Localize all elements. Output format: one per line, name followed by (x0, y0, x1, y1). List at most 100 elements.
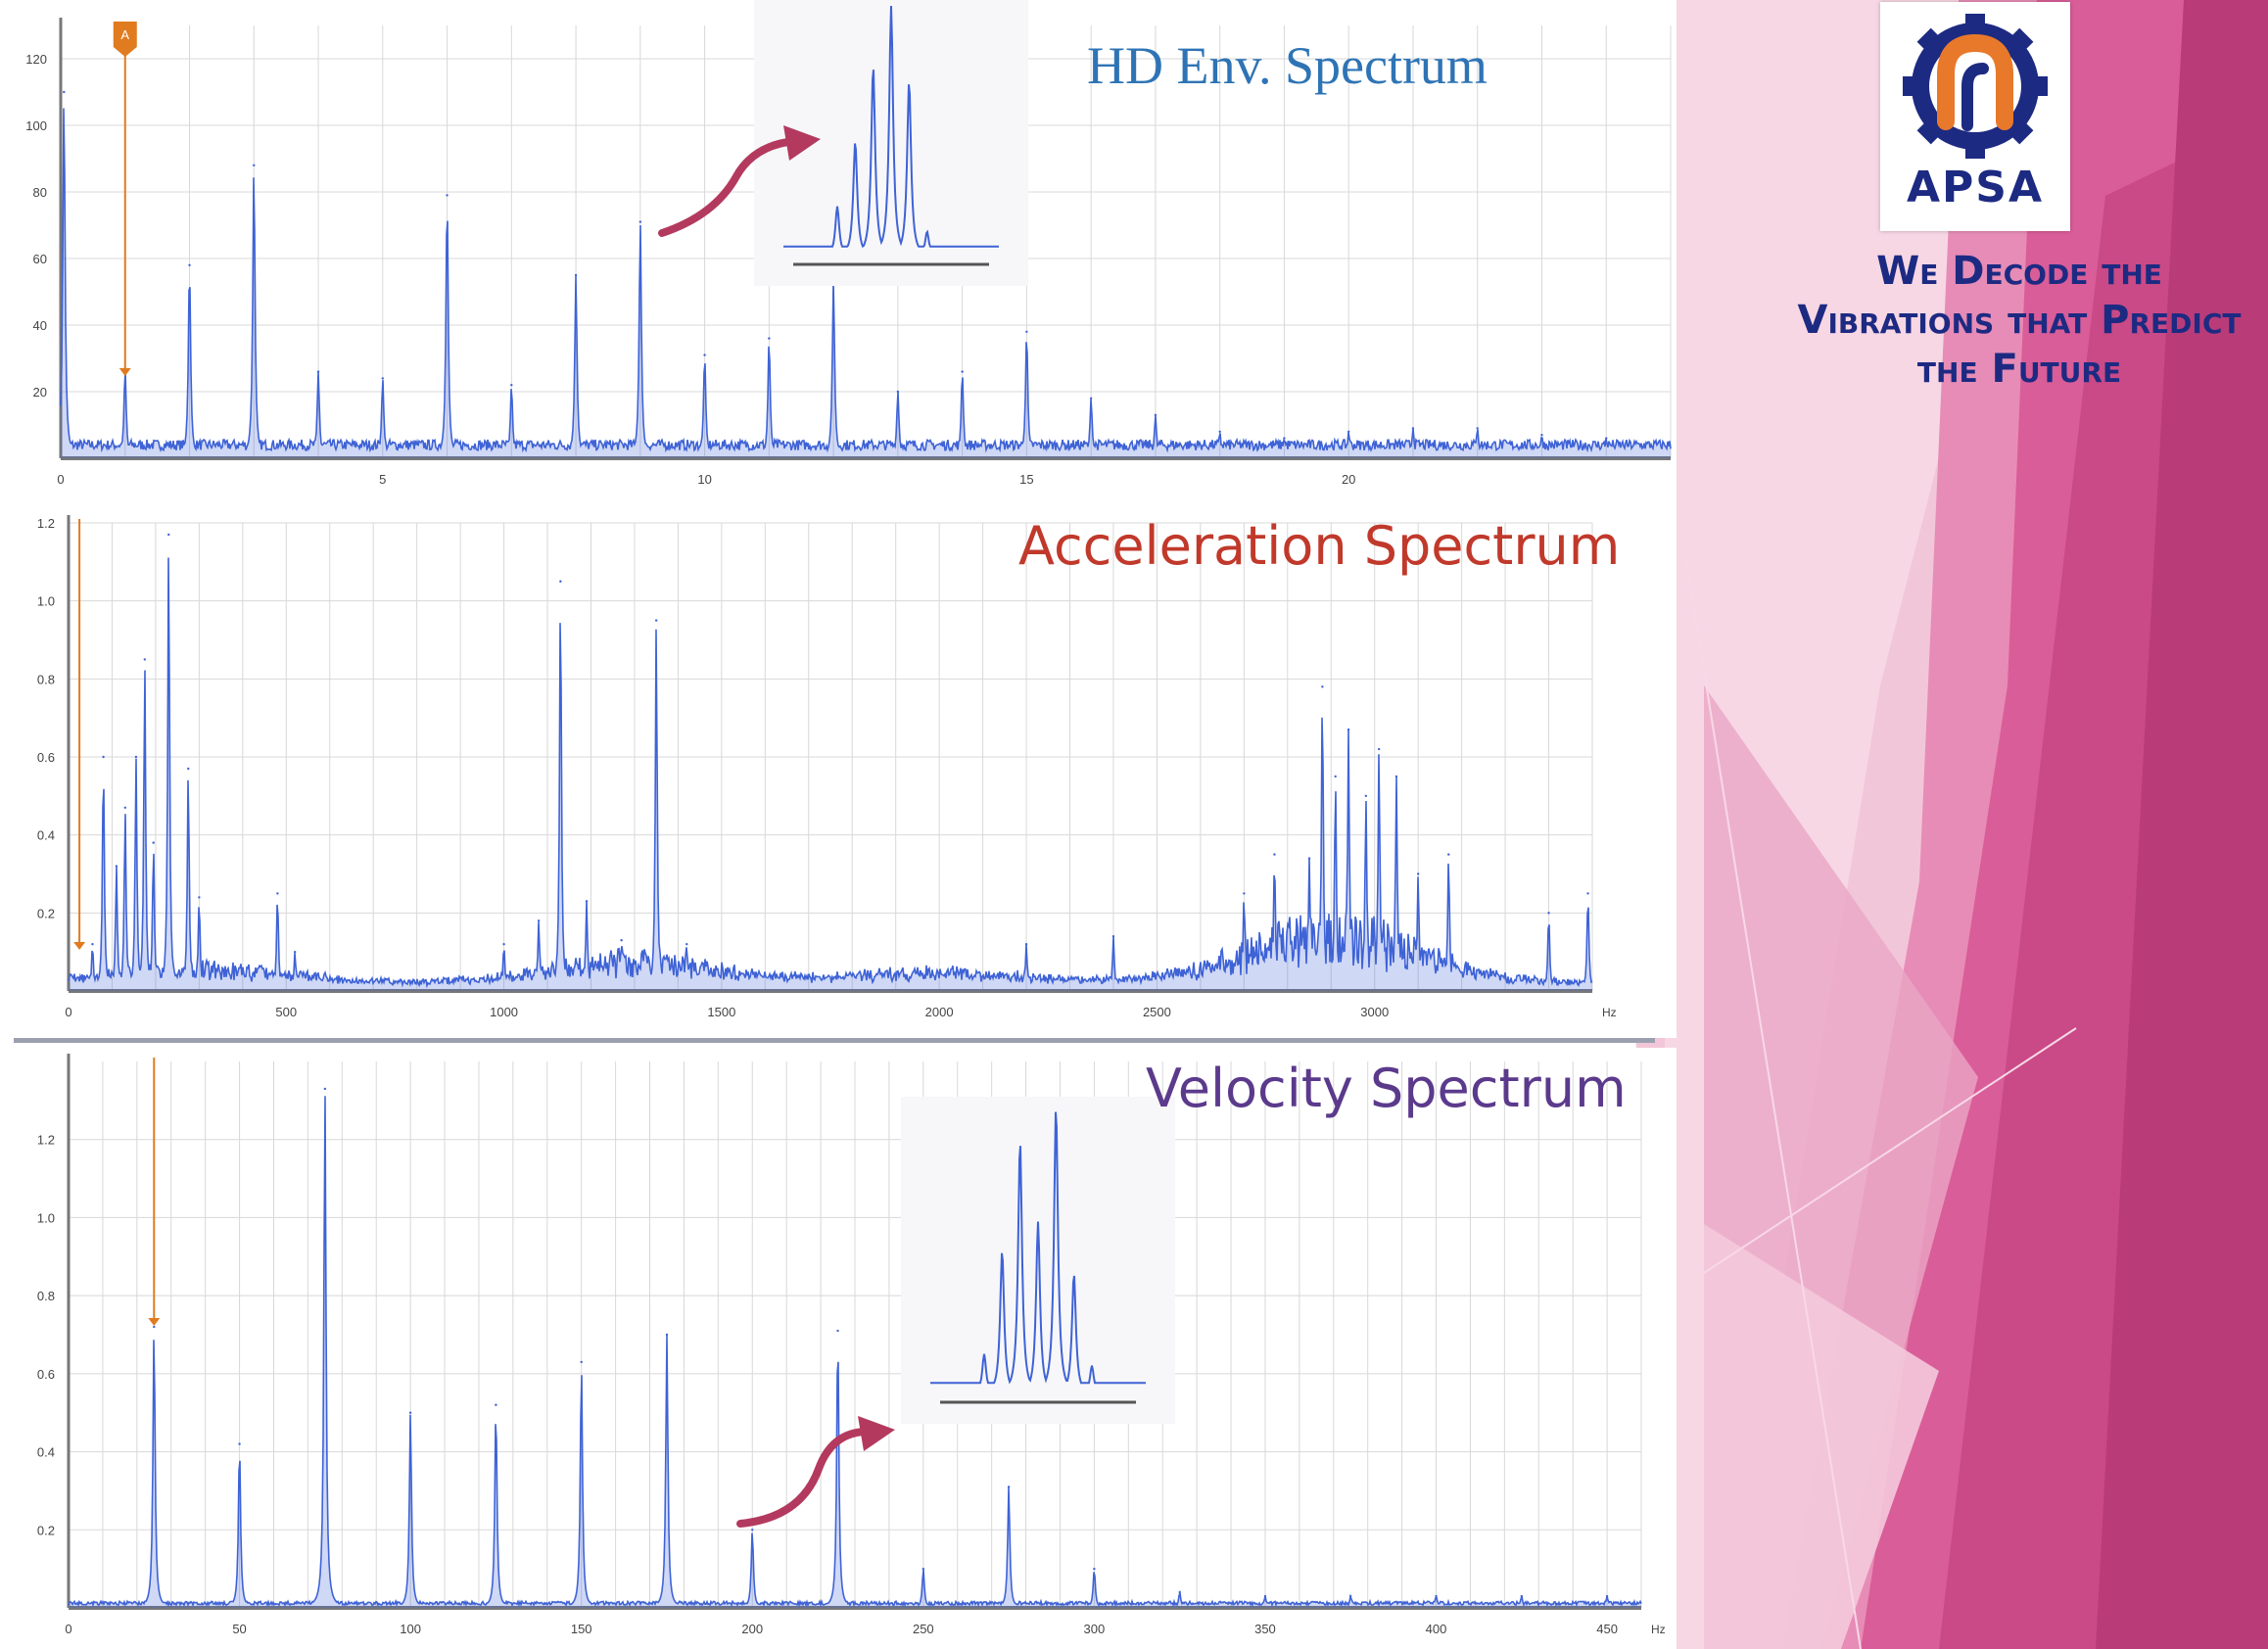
x-unit-label: Hz (1602, 1006, 1617, 1019)
spectrum-peak (1025, 330, 1028, 333)
spectrum-peak (123, 806, 126, 809)
x-tick-label: 0 (65, 1622, 71, 1636)
spectrum-peak (408, 1411, 412, 1414)
spectrum-peak (1334, 775, 1337, 778)
spectrum-peak (580, 1360, 583, 1364)
spectrum-peak (638, 220, 642, 223)
x-tick-label: 10 (697, 472, 711, 487)
y-tick-label: 0.6 (37, 750, 55, 765)
y-tick-label: 0.2 (37, 1523, 55, 1537)
spectrum-peak (102, 755, 105, 759)
spectrum-peak (1307, 857, 1311, 860)
y-tick-label: 1.2 (37, 1133, 55, 1148)
spectrum-peak (1605, 1594, 1609, 1598)
velocity-chart: 0.2 0.4 0.6 0.8 1.0 1.2 0 50 100 150 200 250 300 350 4… (37, 1054, 1666, 1636)
arrow-head-icon (783, 125, 821, 161)
spectrum-peak (703, 353, 706, 356)
spectrum-peak (153, 1325, 156, 1329)
y-tick-label: 0.4 (37, 828, 55, 843)
x-tick-label: 20 (1342, 472, 1355, 487)
spectrum-peak (381, 377, 384, 380)
spectrum-peak (143, 658, 146, 661)
envelope-title: HD Env. Spectrum (1087, 36, 1488, 95)
y-tick-label: 1.0 (37, 594, 55, 609)
spectrum-peak (115, 865, 118, 868)
spectrum-peak (665, 1333, 669, 1337)
spectrum-peak (574, 273, 578, 277)
spectrum-peak (1154, 413, 1158, 416)
inset-spectrum (930, 1111, 1146, 1385)
spectrum-peak (654, 619, 658, 622)
spectrum-peak (446, 194, 449, 197)
cursor-flag (113, 22, 137, 57)
acceleration-plot: 0.2 0.4 0.6 0.8 1.0 1.2 0 500 1000 1500 2000 2500 30… (37, 515, 1617, 1019)
envelope-panel: 20 40 60 80 100 120 0 5 10 15 20 A HD Env. Spectrum (0, 0, 1677, 509)
spectrum-peak (559, 580, 562, 583)
spectrum-line (68, 1096, 1642, 1608)
y-tick-label: 0.4 (37, 1445, 55, 1460)
spectrum-peak (1024, 943, 1028, 946)
y-tick-label: 60 (33, 252, 47, 266)
y-tick-label: 40 (33, 318, 47, 333)
x-tick-label: 450 (1596, 1622, 1618, 1636)
x-tick-label: 200 (741, 1622, 763, 1636)
cursor-marker (148, 1318, 161, 1326)
spectrum-peak (134, 755, 138, 759)
spectrum-peak (198, 896, 201, 899)
spectrum-peak (961, 370, 964, 373)
x-tick-label: 100 (400, 1622, 421, 1636)
spectrum-peak (768, 337, 771, 340)
y-tick-label: 100 (25, 118, 47, 133)
spectrum-peak (1347, 728, 1350, 731)
spectrum-peak (836, 1329, 839, 1333)
spectrum-peak (167, 533, 170, 537)
spectrum-peak (1273, 853, 1276, 856)
spectrum-peak (620, 939, 623, 942)
spectrum-peak (1520, 1594, 1524, 1598)
cursor-label: A (120, 27, 129, 42)
velocity-zoom-arrow (736, 1416, 895, 1528)
y-tick-label: 80 (33, 185, 47, 200)
y-tick-label: 120 (25, 52, 47, 67)
spectrum-peak (1093, 1567, 1096, 1571)
x-tick-label: 3000 (1360, 1005, 1389, 1019)
spectrum-peak (1435, 1594, 1438, 1598)
spectrum-peak (495, 1403, 497, 1406)
spectrum-peak (1243, 892, 1246, 895)
x-tick-label: 5 (379, 472, 386, 487)
arrow-curve (736, 1428, 872, 1528)
x-tick-label: 350 (1254, 1622, 1276, 1636)
tagline-line-3: the Future (1916, 347, 2122, 392)
tagline-line-1: We Decode the (1876, 249, 2162, 294)
gear-logo-icon (1903, 14, 2048, 159)
x-unit-label: Hz (1651, 1623, 1666, 1636)
logo-wordmark: APSA (1906, 163, 2045, 212)
x-tick-label: 2500 (1143, 1005, 1171, 1019)
x-tick-label: 15 (1019, 472, 1033, 487)
arrow-curve (658, 137, 799, 237)
spectrum-peak (1089, 397, 1093, 400)
spectrum-peak (1447, 853, 1450, 856)
spectrum-peak (63, 90, 66, 94)
y-tick-label: 0.2 (37, 906, 55, 920)
inset-background (901, 1097, 1175, 1424)
velocity-plot: 0.2 0.4 0.6 0.8 1.0 1.2 0 50 100 150 200 250 300 350 4… (37, 1054, 1666, 1636)
x-tick-label: 500 (275, 1005, 297, 1019)
envelope-zoom-arrow (658, 125, 821, 237)
x-tick-label: 1000 (490, 1005, 518, 1019)
x-tick-label: 250 (913, 1622, 934, 1636)
spectrum-peak (91, 943, 94, 946)
spectrum-peak (751, 1529, 754, 1531)
spectrum-peak (1364, 794, 1368, 798)
tagline: We Decode the Vibrations that Predict th… (1755, 247, 2268, 394)
spectrum-peak (1007, 1485, 1011, 1488)
spectrum-peak (1263, 1594, 1267, 1598)
spectrum-peak (896, 390, 900, 394)
spectrum-peak (510, 384, 513, 387)
x-tick-label: 0 (57, 472, 64, 487)
spectrum-peak (1540, 434, 1543, 437)
acceleration-chart: 0.2 0.4 0.6 0.8 1.0 1.2 0 500 1000 1500 2000 2500 30… (37, 515, 1617, 1019)
y-tick-label: 0.8 (37, 672, 55, 686)
velocity-inset (901, 1097, 1175, 1424)
